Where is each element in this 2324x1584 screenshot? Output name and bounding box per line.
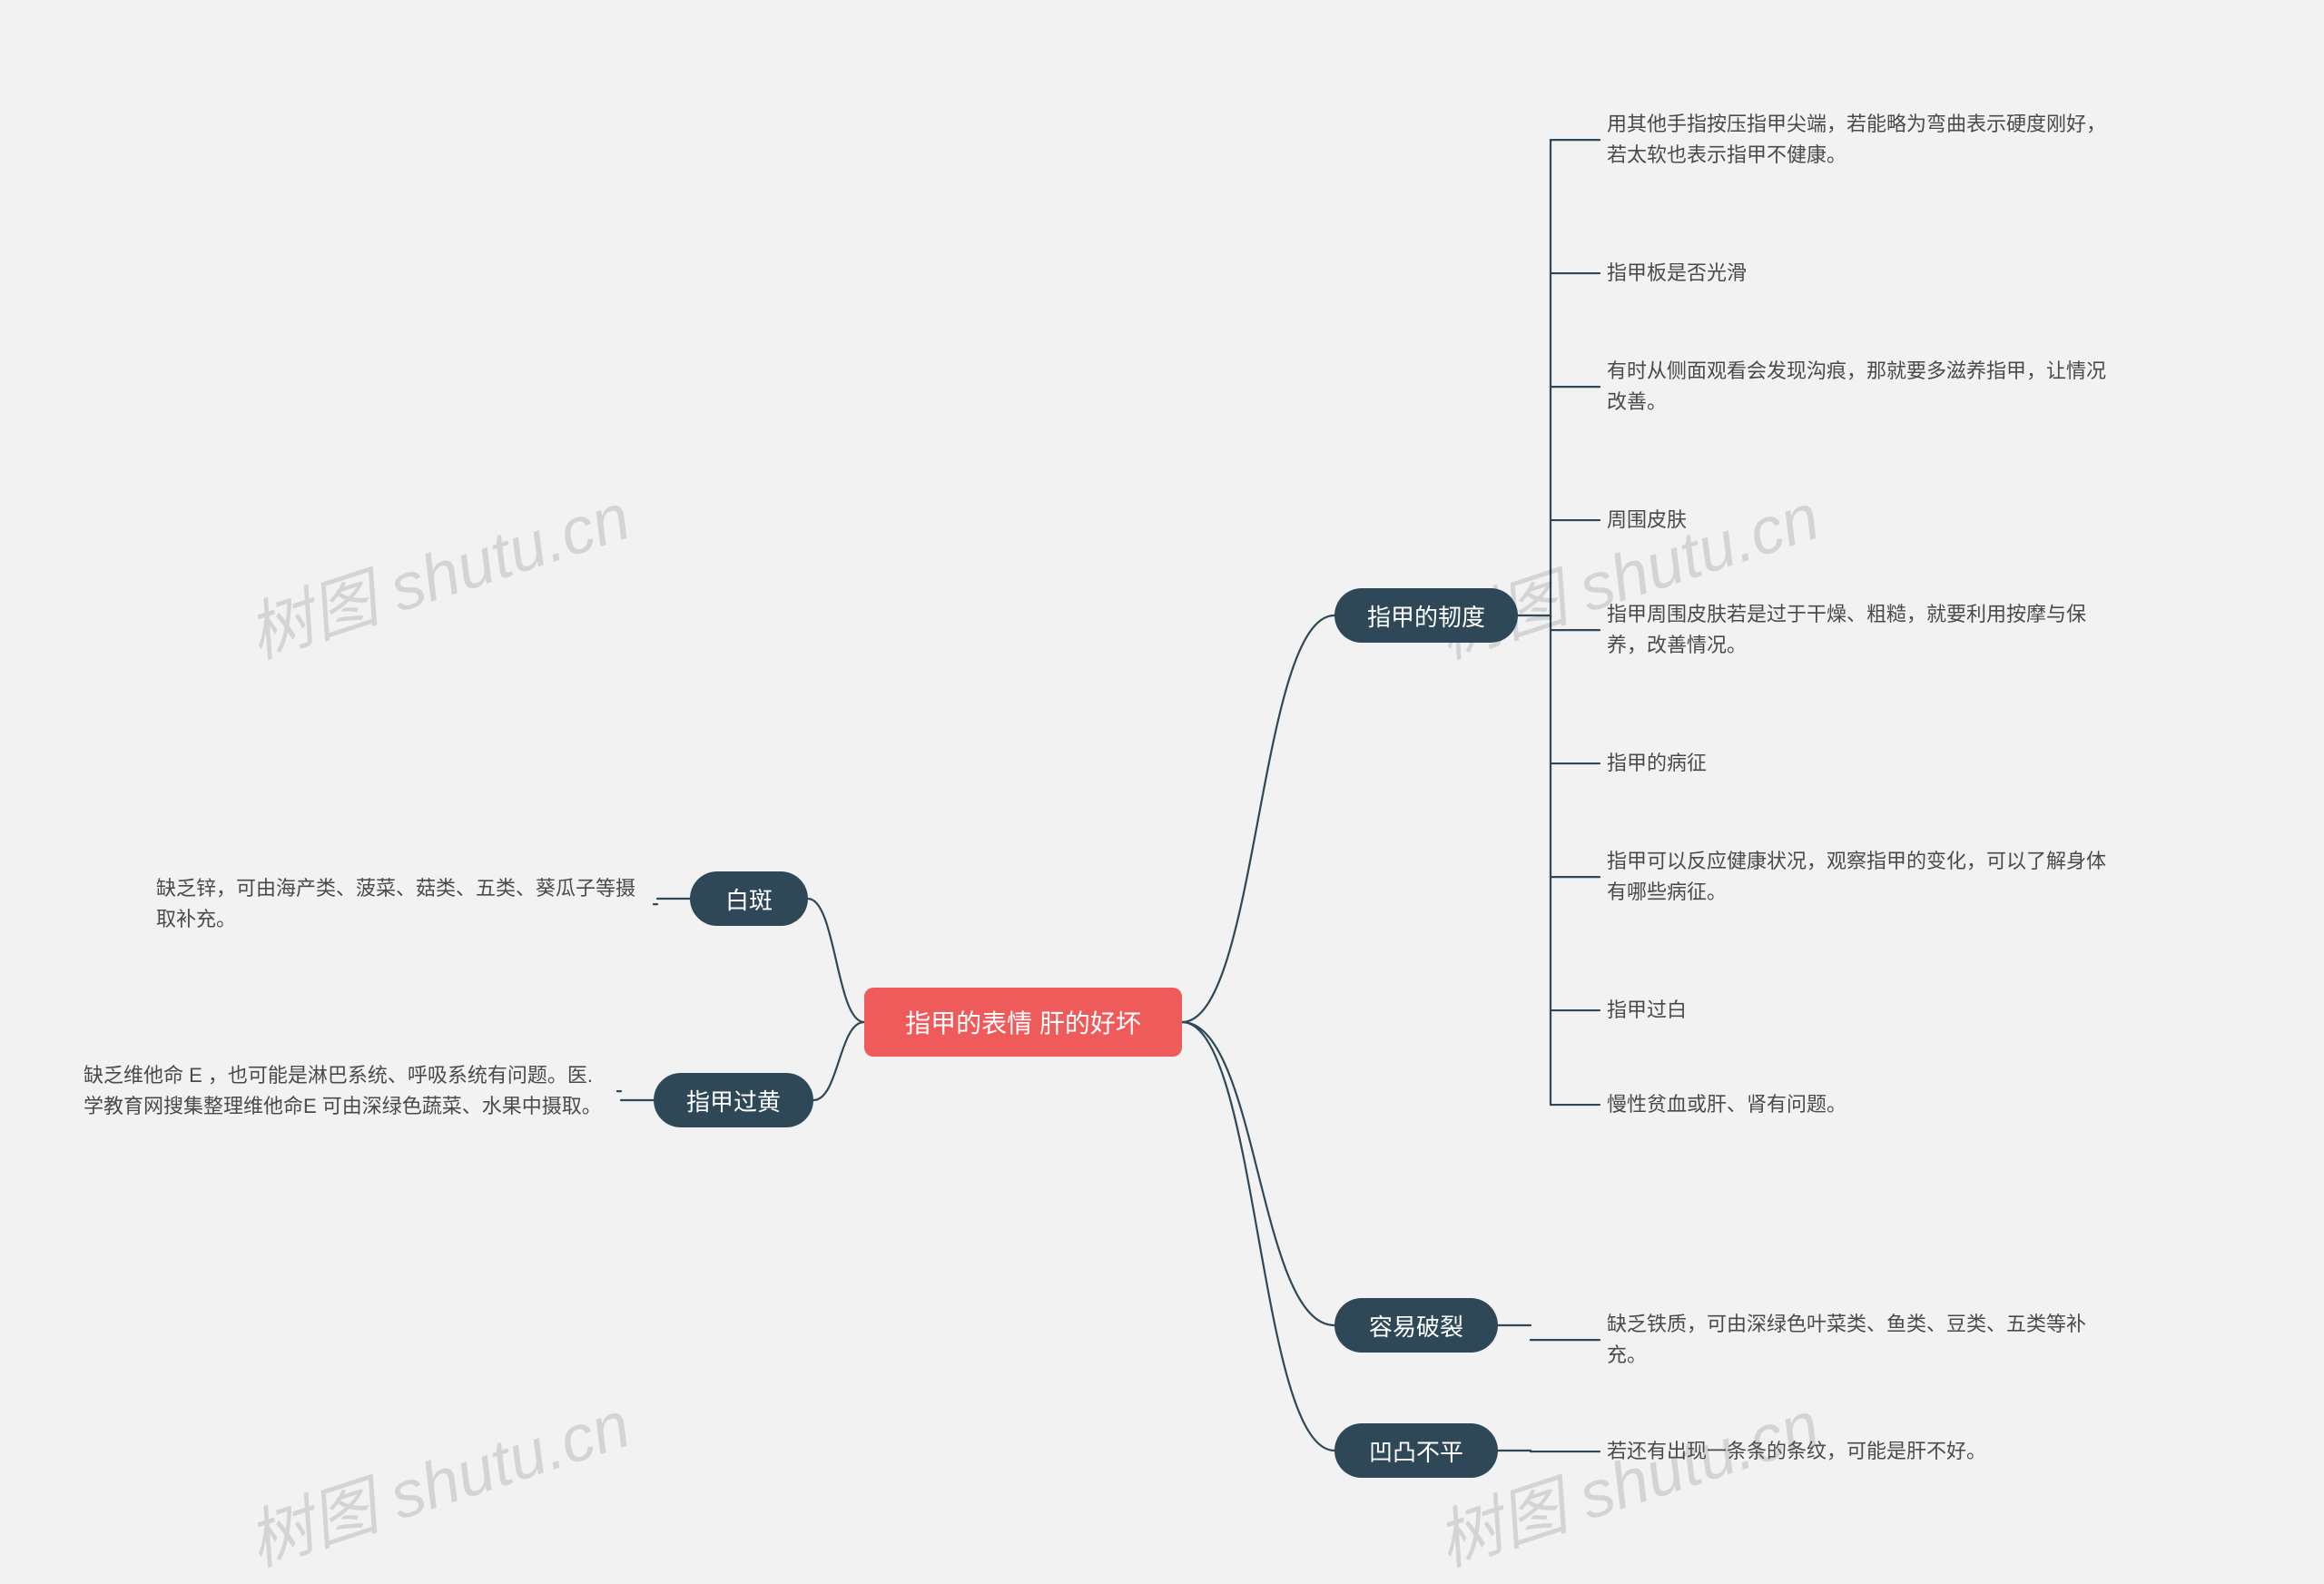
leaf-text: 若还有出现一条条的条纹，可能是肝不好。 — [1607, 1436, 2115, 1467]
branch-baiban[interactable]: 白斑 — [690, 871, 808, 926]
watermark: 树图 shutu.cn — [1423, 1371, 1829, 1584]
mindmap-canvas: 树图 shutu.cn 树图 shutu.cn 树图 shutu.cn 树图 s… — [0, 0, 2324, 1515]
leaf-text: 用其他手指按压指甲尖端，若能略为弯曲表示硬度刚好，若太软也表示指甲不健康。 — [1607, 109, 2115, 171]
branch-aotu[interactable]: 凹凸不平 — [1334, 1423, 1498, 1478]
leaf-text: 指甲板是否光滑 — [1607, 258, 2115, 289]
root-node[interactable]: 指甲的表情 肝的好坏 — [864, 988, 1182, 1057]
leaf-text: 缺乏维他命 E ，也可能是淋巴系统、呼吸系统有问题。医.学教育网搜集整理维他命E… — [84, 1060, 610, 1122]
branch-guohuang[interactable]: 指甲过黄 — [654, 1073, 813, 1127]
watermark: 树图 shutu.cn — [234, 1371, 640, 1584]
watermark: 树图 shutu.cn — [234, 463, 640, 676]
leaf-text: 缺乏铁质，可由深绿色叶菜类、鱼类、豆类、五类等补充。 — [1607, 1309, 2115, 1371]
leaf-text: 指甲可以反应健康状况，观察指甲的变化，可以了解身体有哪些病征。 — [1607, 846, 2115, 908]
leaf-text: 周围皮肤 — [1607, 505, 2115, 536]
leaf-text: 指甲过白 — [1607, 995, 2115, 1026]
leaf-text: 指甲的病征 — [1607, 748, 2115, 779]
leaf-text: 指甲周围皮肤若是过于干燥、粗糙，就要利用按摩与保养，改善情况。 — [1607, 599, 2115, 661]
branch-rendu[interactable]: 指甲的韧度 — [1334, 588, 1518, 643]
leaf-text: 有时从侧面观看会发现沟痕，那就要多滋养指甲，让情况改善。 — [1607, 356, 2115, 418]
leaf-text: 缺乏锌，可由海产类、菠菜、菇类、五类、葵瓜子等摄取补充。 — [156, 873, 646, 935]
leaf-text: 慢性贫血或肝、肾有问题。 — [1607, 1089, 2115, 1120]
branch-polie[interactable]: 容易破裂 — [1334, 1298, 1498, 1353]
